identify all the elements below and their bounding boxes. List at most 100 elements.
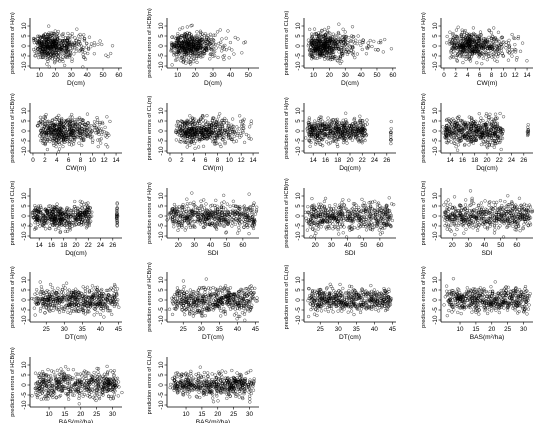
data-point: [193, 52, 197, 57]
data-point: [326, 116, 330, 120]
data-point: [174, 36, 178, 41]
data-point: [75, 27, 79, 31]
y-tick-label: 10: [432, 107, 439, 115]
data-point: [82, 33, 86, 37]
data-point: [175, 54, 179, 59]
data-point: [72, 42, 76, 47]
data-point: [43, 56, 48, 60]
data-point: [197, 41, 201, 46]
data-point: [60, 33, 65, 37]
data-point: [521, 41, 525, 45]
y-tick-label: -5: [295, 53, 302, 59]
data-point: [317, 118, 321, 123]
data-point: [310, 32, 314, 36]
data-point: [185, 145, 189, 149]
data-point: [499, 48, 503, 53]
data-point: [368, 38, 372, 43]
data-point: [175, 58, 179, 62]
data-point: [56, 51, 60, 55]
x-tick-label: 0: [442, 72, 446, 79]
data-point: [182, 59, 186, 63]
data-point: [72, 52, 76, 56]
data-point: [64, 53, 68, 57]
data-point: [248, 125, 252, 129]
data-point: [61, 39, 65, 43]
data-point: [73, 199, 77, 204]
data-point: [59, 41, 63, 45]
data-point: [57, 147, 62, 151]
data-point: [199, 55, 203, 59]
y-tick-label: 5: [432, 119, 439, 123]
data-point: [55, 36, 60, 40]
data-point: [55, 32, 60, 36]
data-point: [482, 140, 486, 144]
data-point: [221, 44, 225, 48]
data-point: [36, 34, 40, 38]
data-point: [307, 118, 311, 122]
data-point: [514, 50, 518, 54]
data-point: [244, 132, 249, 137]
data-point: [471, 26, 475, 30]
data-point: [337, 22, 341, 26]
data-point: [67, 36, 71, 41]
data-point: [44, 227, 48, 231]
data-point: [57, 44, 61, 48]
data-point: [70, 115, 74, 119]
data-point: [45, 62, 49, 66]
data-point: [48, 227, 52, 231]
data-point: [77, 34, 81, 38]
data-point: [223, 43, 227, 47]
data-point: [44, 38, 48, 42]
x-tick-label: 18: [471, 157, 479, 164]
x-axis-label: Dq(cm): [65, 250, 87, 257]
data-point: [179, 137, 183, 141]
scatter-points: [169, 23, 248, 67]
data-point: [63, 229, 67, 233]
data-point: [172, 202, 177, 207]
data-point: [188, 114, 192, 118]
data-point: [197, 37, 201, 41]
data-point: [448, 38, 452, 42]
data-point: [70, 32, 74, 36]
data-point: [40, 47, 45, 51]
data-point: [222, 47, 226, 51]
data-point: [50, 36, 54, 40]
data-point: [315, 56, 319, 61]
x-tick-label: 20: [72, 242, 80, 249]
y-tick-label: -10: [158, 146, 165, 156]
data-point: [499, 147, 503, 152]
x-tick-label: 0: [31, 157, 35, 164]
data-point: [383, 37, 387, 42]
data-point: [478, 30, 483, 34]
y-axis-label: prediction errors of H(m): [10, 12, 16, 74]
data-point: [81, 223, 85, 227]
data-point: [32, 47, 36, 52]
data-point: [38, 204, 43, 208]
data-point: [185, 33, 189, 37]
data-point: [208, 52, 212, 57]
data-point: [448, 30, 452, 34]
data-point: [218, 28, 222, 32]
data-point: [445, 34, 449, 39]
data-point: [172, 42, 176, 47]
data-point: [39, 55, 43, 60]
x-tick-label: 40: [227, 72, 235, 79]
data-point: [216, 133, 220, 138]
data-point: [192, 60, 196, 64]
data-point: [381, 50, 385, 54]
data-point: [507, 38, 511, 42]
data-point: [464, 57, 468, 61]
y-tick-label: 0: [21, 129, 28, 133]
data-point: [64, 47, 68, 51]
y-tick-label: 5: [21, 204, 28, 208]
y-tick-label: 10: [295, 22, 302, 30]
data-point: [214, 46, 218, 50]
y-axis-label: prediction errors of CL(m): [147, 95, 153, 160]
data-point: [178, 27, 182, 31]
data-point: [92, 43, 96, 48]
data-point: [73, 46, 77, 50]
data-point: [460, 28, 464, 32]
data-point: [323, 27, 327, 31]
